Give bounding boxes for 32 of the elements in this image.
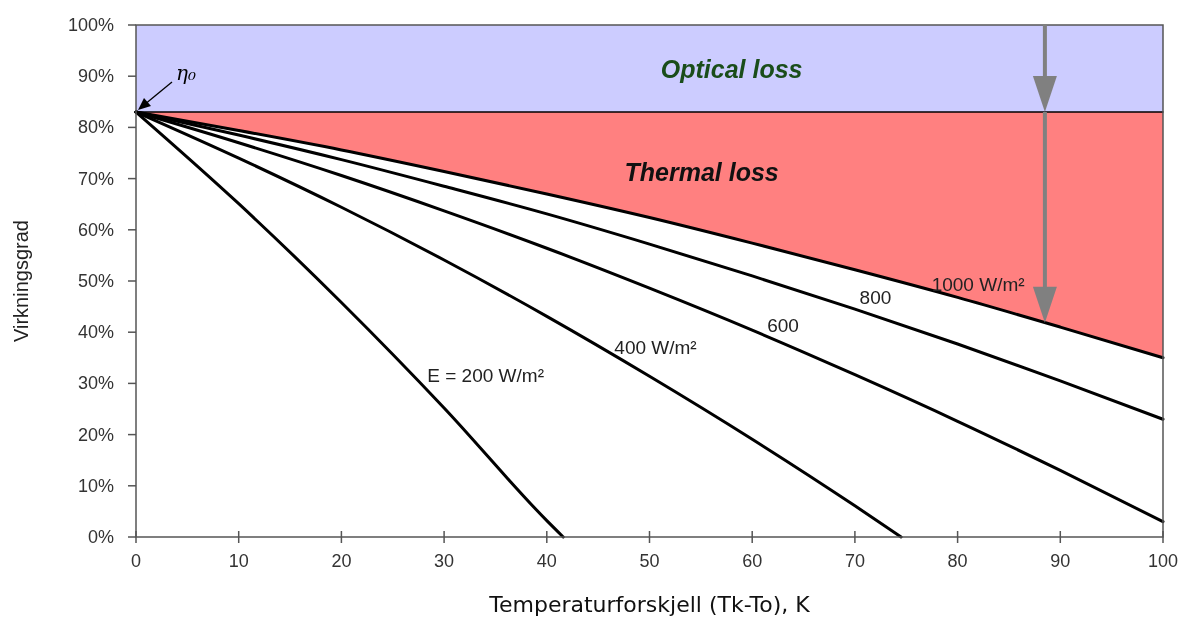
series-label: E = 200 W/m²: [427, 365, 544, 387]
y-tick-label: 70%: [77, 168, 114, 189]
x-tick-label: 70: [844, 551, 865, 571]
annotation: Thermal loss: [624, 157, 779, 186]
y-tick-label: 100%: [67, 15, 114, 35]
y-tick-label: 80%: [77, 117, 114, 138]
y-tick-label: 50%: [77, 271, 114, 291]
series-label: 600: [767, 314, 799, 336]
series-label: 400 W/m²: [614, 337, 697, 359]
annotation: η₀: [176, 61, 196, 86]
y-axis-title: Virkningsgrad: [10, 220, 32, 342]
y-tick-label: 30%: [77, 373, 114, 394]
band-label: Optical loss: [660, 54, 803, 83]
x-tick-label: 40: [536, 551, 557, 571]
x-tick-label: 10: [228, 551, 249, 571]
y-tick-label: 0%: [87, 527, 114, 547]
x-tick-label: 50: [639, 551, 660, 571]
series-label: 800: [859, 287, 892, 309]
x-tick-label: 60: [742, 551, 763, 571]
x-axis-title: Temperaturforskjell (Tk-To), K: [488, 592, 811, 617]
x-tick-label: 90: [1050, 551, 1071, 571]
y-tick-label: 20%: [77, 424, 114, 445]
x-tick-label: 80: [947, 551, 968, 571]
series-label: 1000 W/m²: [931, 274, 1025, 296]
y-tick-label: 10%: [77, 475, 114, 496]
y-tick-label: 90%: [77, 66, 114, 87]
y-tick-label: 40%: [77, 322, 114, 343]
x-tick-label: 30: [434, 551, 455, 571]
x-tick-label: 100: [1147, 551, 1179, 571]
x-tick-label: 0: [130, 551, 142, 571]
x-tick-label: 20: [331, 551, 352, 571]
y-tick-label: 60%: [77, 219, 114, 240]
